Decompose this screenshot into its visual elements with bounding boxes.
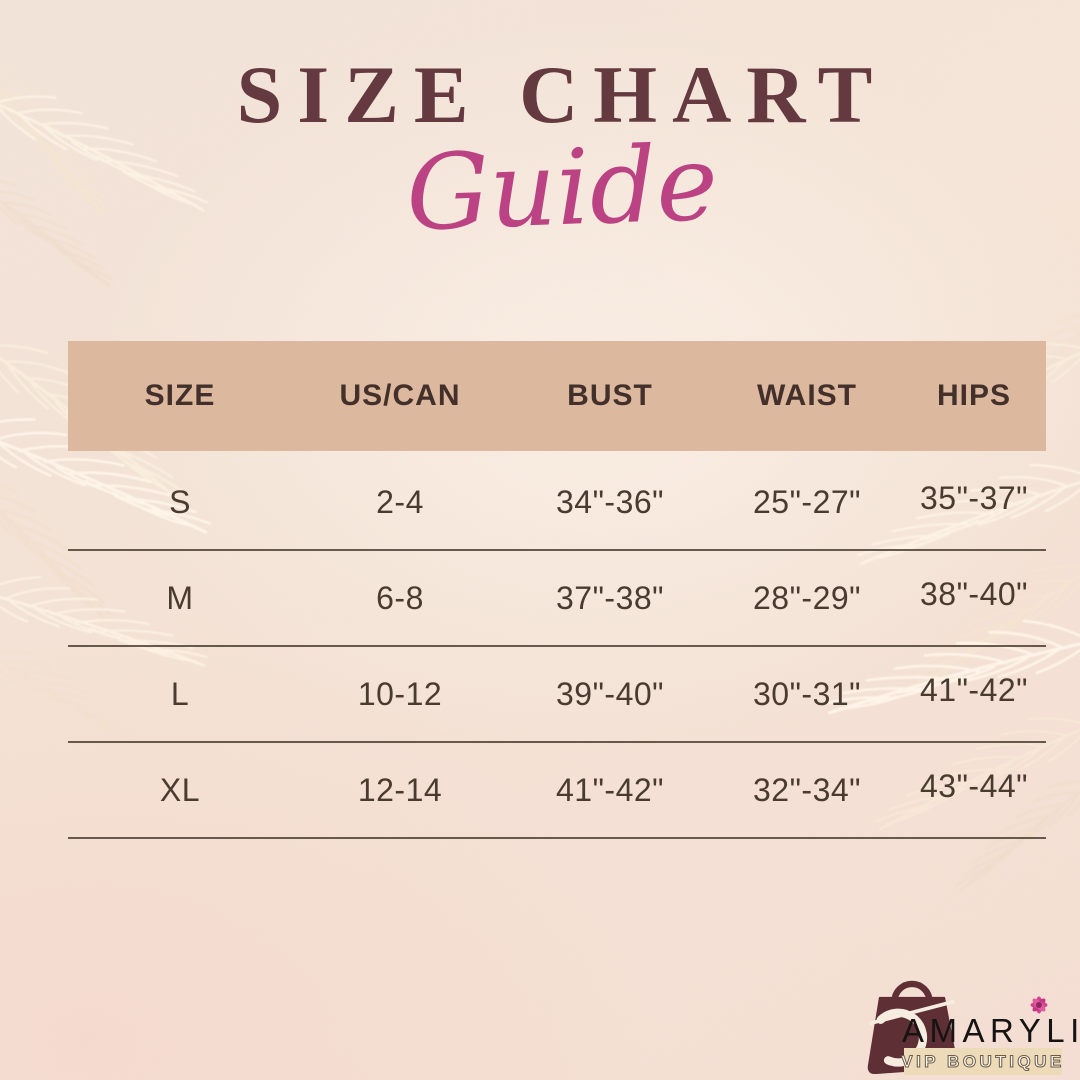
cell-waist: 28"-29"	[752, 579, 862, 616]
size-table-header-row: SIZE US/CAN BUST WAIST HIPS	[68, 341, 1046, 451]
cell-waist: 25"-27"	[752, 483, 862, 520]
cell-waist: 32"-34"	[752, 771, 862, 808]
cell-hips: 41"-42"	[919, 671, 1029, 708]
header-size: SIZE	[144, 379, 216, 412]
brand-tagline-banner: VIP BOUTIQUE	[901, 1048, 1065, 1075]
flower-icon	[1030, 996, 1048, 1014]
cell-uscan: 10-12	[357, 675, 443, 712]
table-row-l: L 10-12 39"-40" 30"-31" 41"-42"	[68, 647, 1046, 743]
heading-block: SIZE CHART Guide	[62, 48, 1062, 255]
size-table: SIZE US/CAN BUST WAIST HIPS S 2-4 34"-36…	[68, 341, 1046, 839]
header-waist: WAIST	[757, 379, 857, 412]
table-row-m: M 6-8 37"-38" 28"-29" 38"-40"	[68, 551, 1046, 647]
cell-hips: 38"-40"	[919, 575, 1029, 612]
cell-size: L	[170, 675, 190, 712]
table-row-s: S 2-4 34"-36" 25"-27" 35"-37"	[68, 455, 1046, 551]
cell-hips: 43"-44"	[919, 767, 1029, 804]
header-bust: BUST	[567, 379, 653, 412]
cell-hips: 35"-37"	[919, 479, 1029, 516]
cell-bust: 37"-38"	[555, 579, 665, 616]
header-us-can: US/CAN	[339, 379, 461, 412]
cell-uscan: 12-14	[357, 771, 443, 808]
cell-bust: 34"-36"	[555, 483, 665, 520]
cell-uscan: 6-8	[376, 579, 424, 616]
cell-size: M	[166, 579, 194, 616]
brand-tagline: VIP BOUTIQUE	[901, 1051, 1065, 1071]
cell-uscan: 2-4	[376, 483, 424, 520]
header-hips: HIPS	[936, 379, 1012, 412]
cell-bust: 41"-42"	[555, 771, 665, 808]
page-title: SIZE CHART	[236, 49, 888, 140]
table-row-xl: XL 12-14 41"-42" 32"-34" 43"-44"	[68, 743, 1046, 839]
cell-waist: 30"-31"	[752, 675, 862, 712]
cell-size: XL	[159, 771, 201, 808]
cell-size: S	[169, 483, 191, 520]
brand-name: AMARYLIS	[902, 1012, 1080, 1049]
brand-logo: AMARYLIS VIP BOUTIQUE	[858, 956, 1080, 1080]
cell-bust: 39"-40"	[555, 675, 665, 712]
